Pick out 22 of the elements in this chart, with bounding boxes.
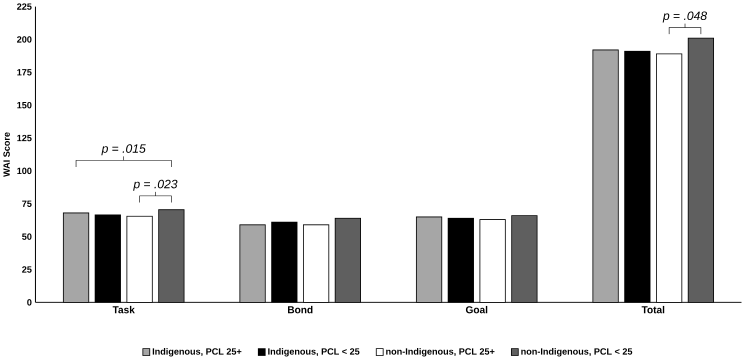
legend-label: non-Indigenous, PCL < 25 [521,348,632,356]
y-tick-label: 100 [17,168,32,174]
y-axis-title: WAI Score [3,132,10,177]
annotation: p = .015 [101,144,146,156]
y-tick-label: 225 [17,3,32,10]
y-tick-label: 50 [22,233,32,240]
annotation: p = .048 [662,11,707,22]
legend-label: non-Indigenous, PCL 25+ [386,348,494,356]
y-tick-label: 175 [17,69,32,76]
y-tick-label: 75 [22,200,32,207]
x-tick-label: Total [642,306,664,314]
y-tick-label: 150 [17,102,32,108]
legend-label: Indigenous, PCL < 25 [268,348,360,356]
x-tick-label: Bond [288,306,312,314]
x-tick-label: Goal [466,306,488,314]
y-tick-label: 0 [27,299,32,306]
legend-label: Indigenous, PCL 25+ [152,348,242,356]
y-tick-label: 200 [17,36,32,43]
y-tick-label: 25 [22,266,32,273]
x-tick-label: Task [112,306,135,314]
annotation: p = .023 [133,180,178,191]
y-tick-label: 125 [17,134,32,142]
